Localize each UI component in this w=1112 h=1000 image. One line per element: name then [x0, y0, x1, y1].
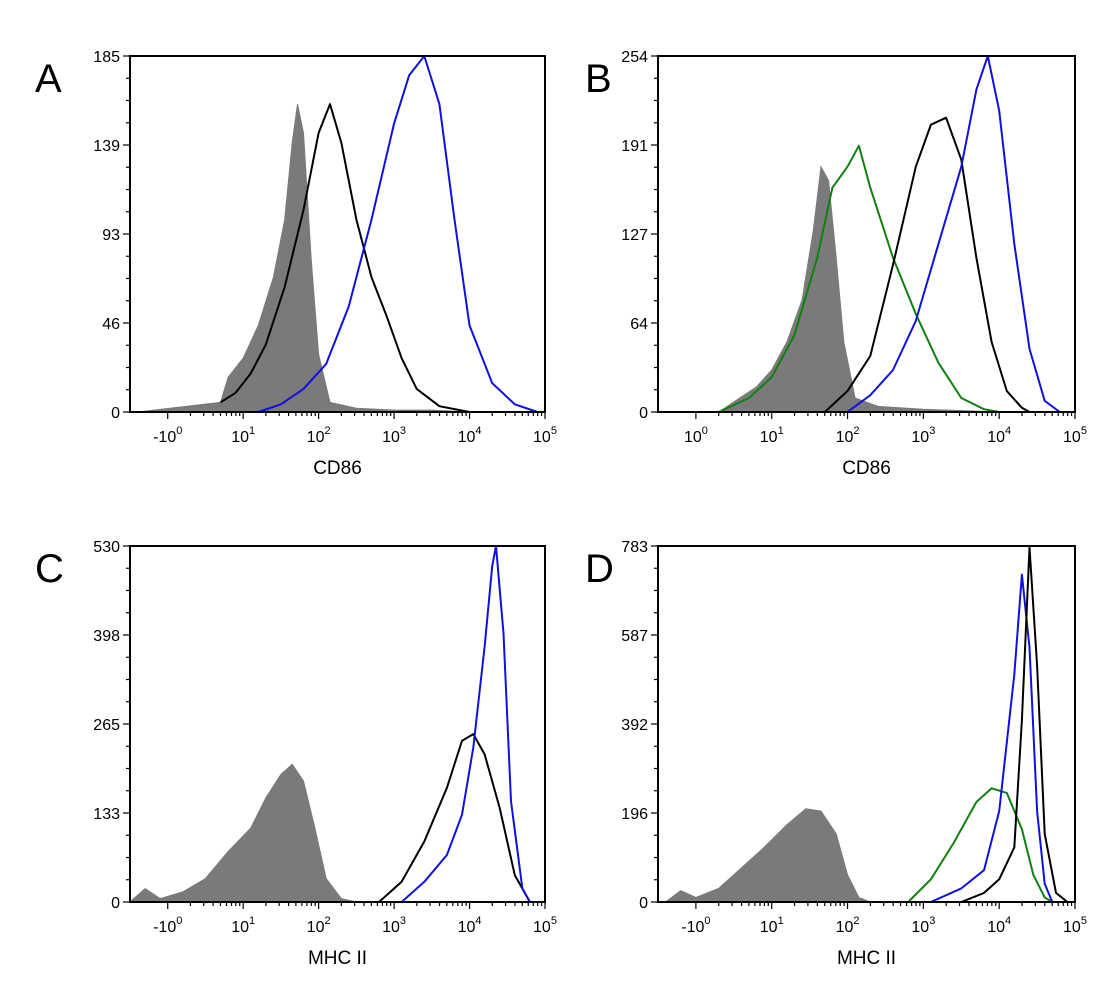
x-tick-label: -100 — [153, 425, 182, 446]
x-tick-label: 100 — [684, 425, 708, 446]
x-tick-label: 102 — [307, 915, 331, 936]
y-tick-label: 191 — [621, 138, 648, 155]
x-tick-label: 104 — [987, 425, 1011, 446]
series-black-line — [378, 733, 531, 903]
series-blue-line — [257, 55, 538, 413]
series-isotype-histogram — [137, 103, 470, 413]
x-tick-label: 103 — [382, 425, 406, 446]
series-isotype-histogram — [664, 808, 871, 903]
y-tick-label: 133 — [93, 806, 120, 823]
x-axis-label: MHC II — [837, 948, 896, 969]
x-tick-label: 102 — [307, 425, 331, 446]
y-tick-label: 265 — [93, 717, 120, 734]
panel-a: 0 46 93 139 185 -100 101 102 103 104 105 CD86 A — [35, 49, 557, 479]
plot-frame — [657, 545, 1076, 903]
x-tick-label: 105 — [1063, 915, 1087, 936]
series-black-line — [824, 116, 1030, 413]
panel-d: 0 196 392 587 783 -100 101 102 103 104 105 MHC II D — [585, 539, 1087, 969]
series-green-line — [718, 144, 1000, 413]
x-tick-label: 102 — [836, 425, 860, 446]
y-tick-label: 0 — [111, 405, 120, 422]
y-tick-label: 185 — [93, 49, 120, 66]
series-green-line — [907, 787, 1053, 903]
plot-frame — [129, 545, 546, 903]
x-axis-label: CD86 — [842, 458, 891, 479]
x-tick-label: 101 — [231, 915, 255, 936]
panel-letter: D — [585, 547, 614, 591]
x-tick-label: 101 — [231, 425, 255, 446]
y-tick-label: 254 — [621, 49, 648, 66]
x-tick-label: 102 — [836, 915, 860, 936]
panel-letter: A — [35, 57, 62, 101]
y-tick-label: 398 — [93, 628, 120, 645]
y-tick-label: 196 — [621, 806, 648, 823]
y-tick-label: 139 — [93, 138, 120, 155]
series-black-line — [219, 103, 470, 413]
x-axis-label: MHC II — [308, 948, 367, 969]
y-tick-label: 530 — [93, 539, 120, 556]
y-tick-label: 587 — [621, 628, 648, 645]
x-tick-label: 104 — [987, 915, 1011, 936]
y-tick-label: 93 — [102, 227, 120, 244]
y-tick-label: 0 — [639, 895, 648, 912]
series-black-line — [960, 546, 1069, 903]
x-tick-label: 105 — [533, 915, 557, 936]
series-blue-line — [846, 55, 1061, 413]
y-tick-label: 783 — [621, 539, 648, 556]
x-tick-label: 101 — [760, 915, 784, 936]
series-isotype-histogram — [717, 165, 1000, 413]
panel-b: 0 64 127 191 254 100 101 102 103 104 105 CD86 B — [585, 49, 1087, 479]
x-tick-label: 105 — [533, 425, 557, 446]
x-tick-label: 101 — [760, 425, 784, 446]
y-tick-label: 0 — [111, 895, 120, 912]
x-tick-label: -100 — [681, 915, 710, 936]
x-tick-label: 103 — [911, 915, 935, 936]
x-tick-label: 104 — [458, 425, 482, 446]
y-tick-label: 0 — [639, 405, 648, 422]
panel-letter: C — [35, 547, 64, 591]
x-tick-label: 103 — [382, 915, 406, 936]
x-tick-label: 105 — [1063, 425, 1087, 446]
panel-letter: B — [585, 57, 612, 101]
x-tick-label: -100 — [153, 915, 182, 936]
panel-c: 0 133 265 398 530 -100 101 102 103 104 105 MHC II C — [35, 539, 557, 969]
y-tick-label: 64 — [630, 316, 648, 333]
y-tick-label: 46 — [102, 316, 120, 333]
x-tick-label: 104 — [458, 915, 482, 936]
y-tick-label: 392 — [621, 717, 648, 734]
series-isotype-histogram — [128, 763, 357, 903]
series-blue-line — [930, 573, 1054, 903]
x-tick-label: 103 — [911, 425, 935, 446]
y-tick-label: 127 — [621, 227, 648, 244]
x-axis-label: CD86 — [313, 458, 362, 479]
series-blue-line — [400, 545, 531, 903]
